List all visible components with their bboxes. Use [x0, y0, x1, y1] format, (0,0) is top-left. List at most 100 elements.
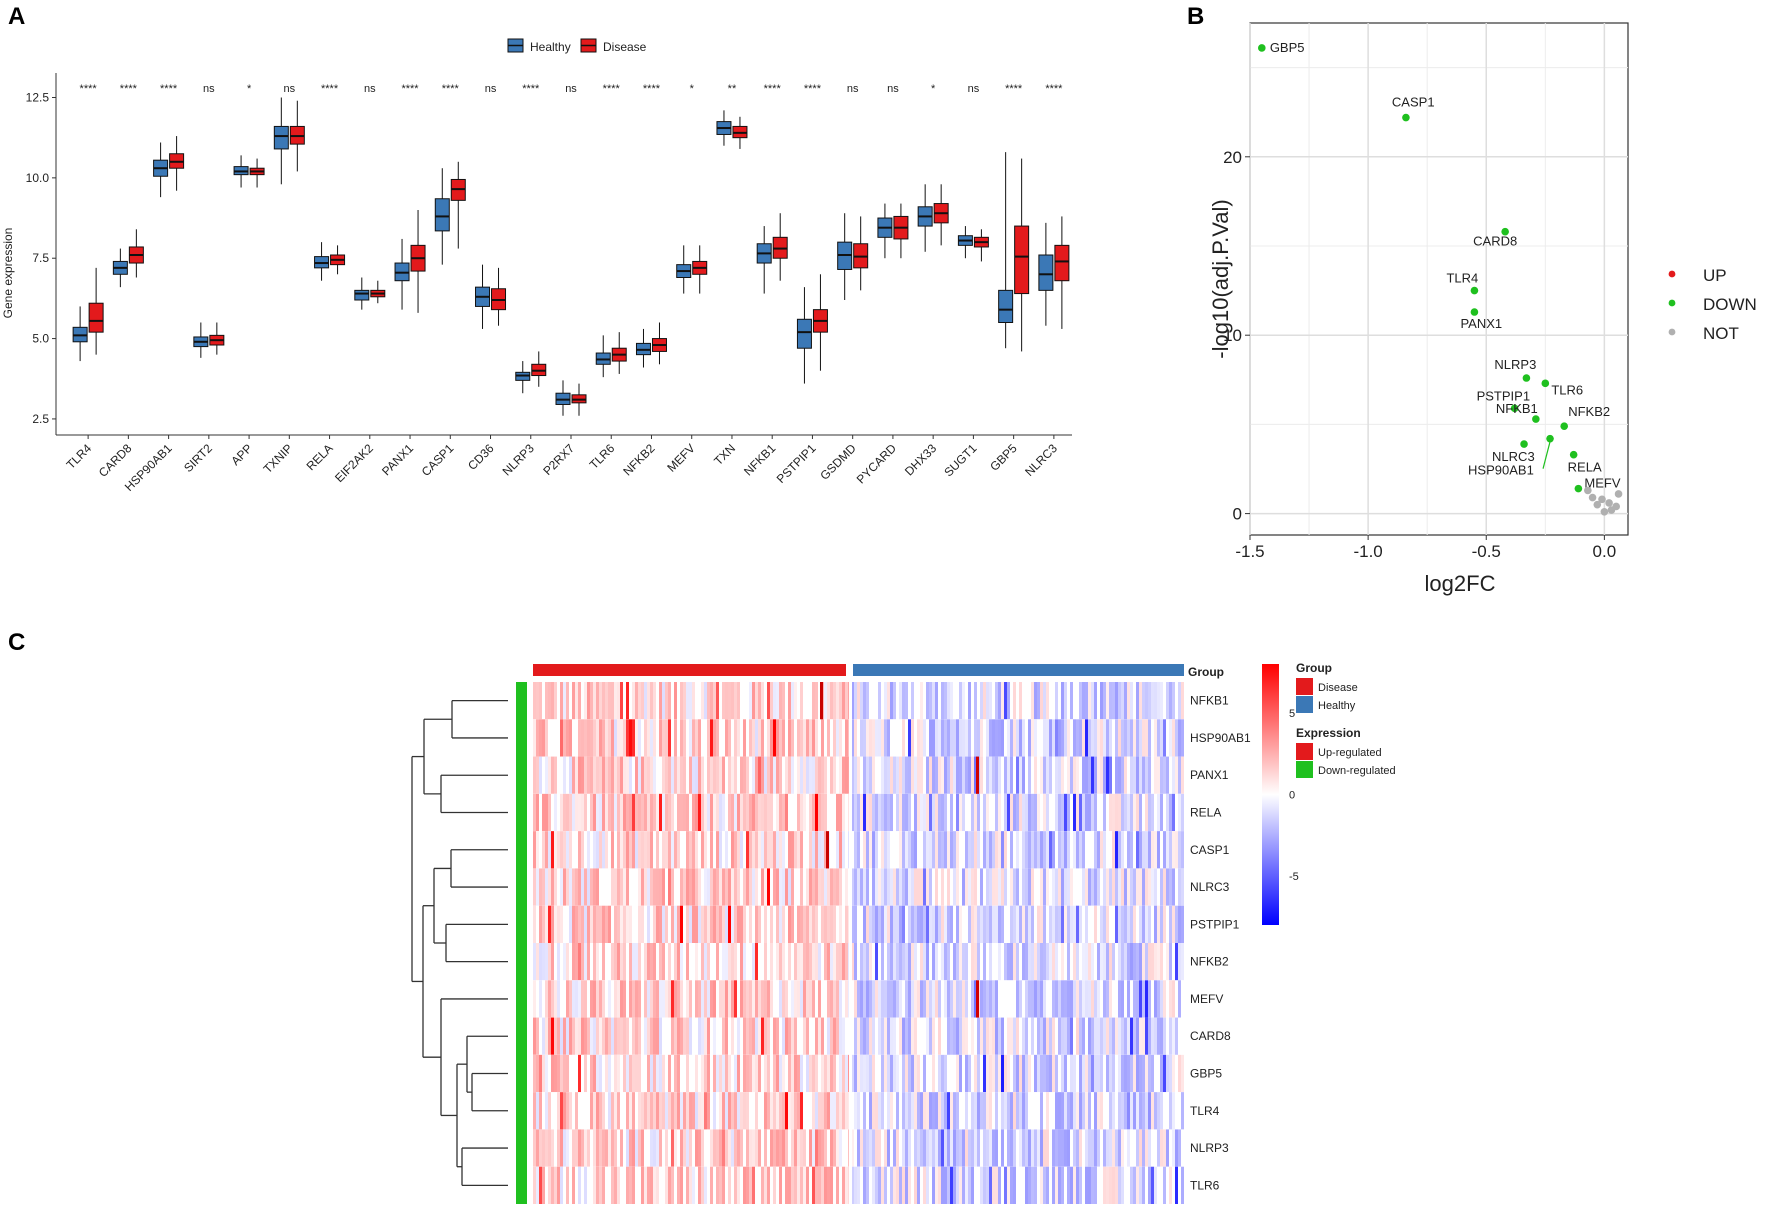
heatmap-cell [788, 943, 791, 981]
heatmap-cell [962, 1129, 965, 1167]
heatmap-cell [728, 1129, 731, 1167]
heatmap-cell [920, 682, 923, 720]
heatmap-cell [1064, 1017, 1067, 1055]
heatmap-cell [533, 682, 536, 720]
heatmap-cell [587, 943, 590, 981]
heatmap-cell [746, 831, 749, 869]
heatmap-cell [656, 1092, 659, 1130]
heatmap-cell [674, 1092, 677, 1130]
heatmap-cell [602, 1166, 605, 1204]
heatmap-cell [854, 980, 857, 1018]
heatmap-cell [974, 943, 977, 981]
heatmap-cell [719, 1166, 722, 1204]
heatmap-cell [1157, 719, 1160, 757]
heatmap-cell [860, 1129, 863, 1167]
heatmap-cell [749, 793, 752, 832]
heatmap-cell [608, 1129, 611, 1167]
heatmap-cell [953, 1166, 956, 1204]
heatmap-cell [935, 1129, 938, 1167]
heatmap-cell [998, 682, 1001, 720]
heatmap-cell [863, 905, 866, 943]
heatmap-cell [710, 1166, 713, 1204]
heatmap-cell [977, 793, 980, 832]
heatmap-cell [791, 980, 794, 1018]
heatmap-cell [770, 980, 773, 1018]
heatmap-cell [1085, 980, 1088, 1018]
heatmap-cell [833, 1129, 836, 1167]
heatmap-cell [1145, 1017, 1148, 1055]
heatmap-cell [752, 1166, 755, 1204]
heatmap-cell [791, 719, 794, 757]
heatmap-cell [953, 1129, 956, 1167]
heatmap-cell [1067, 1129, 1070, 1167]
heatmap-cell [689, 1017, 692, 1055]
heatmap-cell [1007, 682, 1010, 720]
heatmap-cell [566, 980, 569, 1018]
heatmap-cell [881, 980, 884, 1018]
heatmap-cell [581, 1017, 584, 1055]
heatmap-cell [836, 719, 839, 757]
heatmap-cell [860, 793, 863, 832]
heatmap-cell [971, 1092, 974, 1130]
heatmap-cell [1058, 1129, 1061, 1167]
heatmap-cell [1025, 980, 1028, 1018]
heatmap-cell [692, 1092, 695, 1130]
heatmap-cell [1151, 943, 1154, 981]
heatmap-cell [1007, 1166, 1010, 1204]
heatmap-cell [659, 1129, 662, 1167]
heatmap-cell [911, 756, 914, 794]
heatmap-cell [572, 1166, 575, 1204]
heatmap-cell [884, 868, 887, 906]
heatmap-row-label-nlrp3: NLRP3 [1190, 1141, 1229, 1155]
heatmap-cell [1148, 719, 1151, 757]
heatmap-cell [1010, 831, 1013, 869]
heatmap-cell [695, 980, 698, 1018]
heatmap-cell [1160, 1129, 1163, 1167]
heatmap-cell [734, 831, 737, 869]
heatmap-cell [974, 793, 977, 832]
heatmap-cell [749, 1129, 752, 1167]
heatmap-cell [1022, 793, 1025, 832]
heatmap-cell [698, 980, 701, 1018]
box-healthy-nlrp3 [515, 361, 531, 394]
heatmap-cell [1163, 756, 1166, 794]
heatmap-cell [1160, 1054, 1163, 1093]
heatmap-cell [989, 1017, 992, 1055]
heatmap-cell [1169, 682, 1172, 720]
heatmap-cell [1007, 1017, 1010, 1055]
heatmap-cell [941, 1092, 944, 1130]
heatmap-cell [1145, 1092, 1148, 1130]
heatmap-cell [1055, 1092, 1058, 1130]
heatmap-cell [596, 793, 599, 832]
heatmap-cell [704, 980, 707, 1018]
heatmap-cell [737, 1054, 740, 1093]
heatmap-cell [773, 682, 776, 720]
heatmap-cell [635, 943, 638, 981]
heatmap-cell [626, 1129, 629, 1167]
heatmap-cell [632, 1092, 635, 1130]
heatmap-cell [587, 1017, 590, 1055]
heatmap-cell [959, 1166, 962, 1204]
heatmap-cell [620, 905, 623, 943]
heatmap-cell [608, 793, 611, 832]
heatmap-cell [689, 868, 692, 906]
box-healthy-tlr6 [595, 335, 611, 378]
heatmap-cell [893, 943, 896, 981]
box-healthy-dhx33 [917, 184, 933, 252]
point-nfkb1 [1532, 415, 1540, 423]
heatmap-cell [611, 1129, 614, 1167]
heatmap-cell [1055, 943, 1058, 981]
heatmap-cell [581, 943, 584, 981]
heatmap-cell [644, 1166, 647, 1204]
heatmap-cell [830, 1129, 833, 1167]
heatmap-cell [803, 1166, 806, 1204]
heatmap-cell [719, 756, 722, 794]
heatmap-cell [1013, 682, 1016, 720]
heatmap-cell [1085, 905, 1088, 943]
heatmap-cell [614, 905, 617, 943]
significance-label: **** [603, 83, 621, 95]
heatmap-cell [560, 1017, 563, 1055]
heatmap-cell [824, 905, 827, 943]
heatmap-cell [1073, 1054, 1076, 1093]
heatmap-cell [830, 1092, 833, 1130]
